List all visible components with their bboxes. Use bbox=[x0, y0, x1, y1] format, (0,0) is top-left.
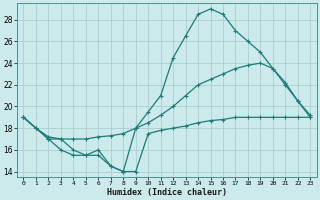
X-axis label: Humidex (Indice chaleur): Humidex (Indice chaleur) bbox=[107, 188, 227, 197]
